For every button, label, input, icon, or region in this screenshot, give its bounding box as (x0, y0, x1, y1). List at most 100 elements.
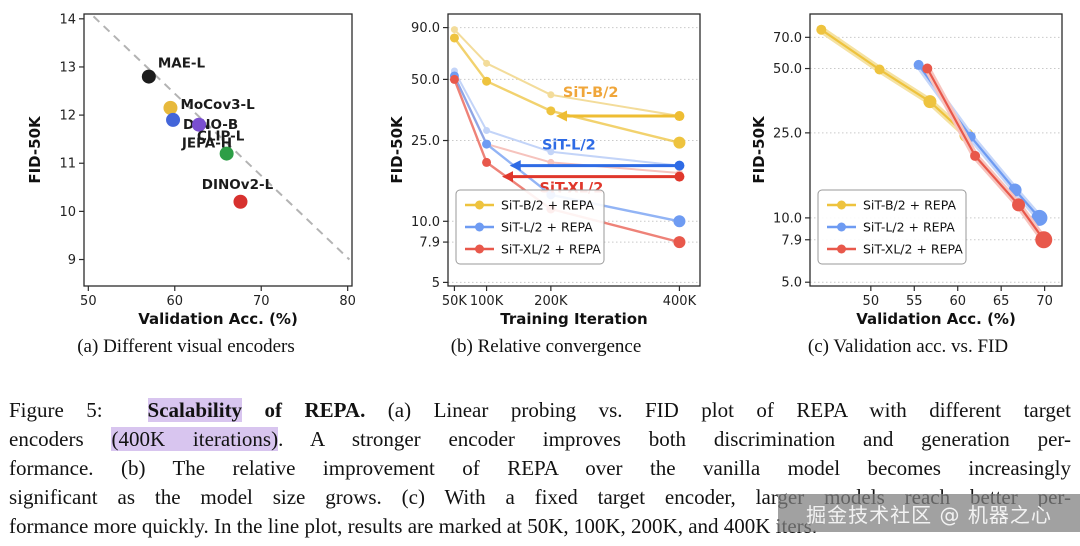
y-axis-label: FID-50K (26, 115, 44, 184)
data-point (547, 148, 555, 156)
encoder-label: MoCov3-L (180, 97, 255, 113)
data-point (913, 59, 924, 70)
subcaption-c: (c) Validation acc. vs. FID (807, 336, 1009, 357)
series-line (453, 70, 680, 167)
subcaption-a: (a) Different visual encoders (77, 336, 295, 357)
plot-border (83, 13, 353, 287)
x-tick-label: 65 (993, 294, 1010, 309)
caption-line: formance more quickly. In the line plot,… (9, 514, 818, 538)
legend-label: SiT-L/2 + REPA (863, 220, 955, 235)
legend-label: SiT-XL/2 + REPA (863, 242, 963, 257)
series-line (453, 37, 680, 144)
y-tick-label: 10.0 (773, 211, 802, 226)
arrow-head (509, 160, 521, 172)
x-tick-label: 50 (863, 294, 880, 309)
caption-line: Figure 5: Scalability of REPA. (a) Linea… (9, 398, 1071, 422)
y-tick-label: 25.0 (773, 126, 802, 141)
x-tick-label: 400K (663, 294, 697, 309)
arrow-endpoint (674, 160, 685, 171)
series-line (453, 78, 680, 244)
y-tick-label: 13 (59, 60, 76, 75)
legend-swatch-dot (475, 200, 484, 210)
data-point (673, 236, 686, 249)
arrow-head (502, 171, 513, 183)
plot-border (809, 13, 1063, 287)
data-point (816, 24, 827, 35)
x-tick-label: 60 (949, 294, 966, 309)
encoder-point (219, 146, 234, 161)
y-tick-label: 12 (59, 109, 76, 124)
arrow-endpoint (674, 171, 685, 182)
annotation-label: SiT-L/2 (542, 137, 596, 153)
encoder-label: CLIP-L (197, 129, 245, 145)
data-point (923, 95, 937, 109)
plot-border (447, 13, 701, 287)
encoder-point (166, 112, 181, 127)
x-tick-label: 60 (167, 294, 184, 309)
legend-label: SiT-B/2 + REPA (501, 198, 594, 213)
y-tick-label: 50.0 (773, 62, 802, 77)
encoder-point (191, 117, 206, 132)
chart-c-acc-vs-fid-lines: 50 55 60 65 70 70.0 50.0 25.0 10.0 7.9 5.0 Validati… (750, 13, 1063, 328)
data-point (922, 63, 933, 74)
encoder-point (233, 194, 248, 209)
x-tick-label: 50K (442, 294, 468, 309)
legend-swatch-dot (837, 244, 846, 254)
y-tick-label: 10 (59, 205, 76, 220)
y-tick-label: 10.0 (411, 215, 440, 230)
x-tick-label: 55 (906, 294, 923, 309)
legend-swatch-dot (837, 222, 846, 232)
y-tick-label: 7.9 (419, 236, 440, 251)
x-tick-label: 70 (1036, 294, 1053, 309)
y-tick-label: 5.0 (781, 276, 802, 291)
y-tick-label: 14 (59, 12, 76, 27)
data-point (673, 215, 686, 228)
y-tick-label: 90.0 (411, 21, 440, 36)
y-tick-label: 11 (59, 157, 76, 172)
data-point (483, 127, 491, 135)
data-point (1031, 209, 1048, 226)
y-tick-label: 9 (68, 253, 76, 268)
annotation-label: SiT-B/2 (563, 85, 619, 101)
y-axis-label: FID-50K (750, 115, 768, 184)
legend-label: SiT-XL/2 + REPA (501, 242, 601, 257)
y-axis-label: FID-50K (388, 115, 406, 184)
x-tick-label: 50 (80, 294, 97, 309)
legend-label: SiT-L/2 + REPA (501, 220, 593, 235)
series-line (820, 28, 968, 136)
y-tick-label: 50.0 (411, 73, 440, 88)
legend-swatch-dot (837, 200, 846, 210)
y-tick-label: 7.9 (781, 233, 802, 248)
x-axis-label: Validation Acc. (%) (138, 310, 298, 328)
encoder-label: MAE-L (158, 56, 206, 72)
y-tick-label: 70.0 (773, 31, 802, 46)
caption-line: encoders (400K iterations). A stronger e… (9, 427, 1071, 451)
data-point (970, 150, 981, 161)
data-point (1035, 231, 1053, 249)
encoder-label: DINOv2-L (202, 177, 274, 193)
data-point (482, 139, 492, 149)
legend-swatch-dot (475, 244, 484, 254)
subcaption-b: (b) Relative convergence (450, 336, 642, 357)
encoder-label: JEPA-H (181, 136, 232, 152)
chart-a-encoders-scatter: MAE-LMoCov3-LDINO-BJEPA-HCLIP-LDINOv2-L5… (26, 12, 356, 328)
x-tick-label: 80 (339, 294, 356, 309)
encoder-point (141, 69, 156, 84)
trend-line (92, 15, 351, 261)
data-point (547, 91, 555, 99)
caption-line: formance. (b) The relative improvement o… (9, 456, 1071, 480)
series-line (453, 28, 680, 117)
data-point (482, 157, 492, 167)
encoder-point (163, 100, 178, 115)
data-point (874, 64, 885, 75)
data-point (449, 74, 459, 84)
data-point (1012, 198, 1026, 212)
x-tick-label: 70 (253, 294, 270, 309)
watermark: 掘金技术社区 @ 机器之心 (778, 494, 1080, 532)
arrow-head (556, 110, 567, 122)
data-point (450, 26, 458, 34)
x-tick-label: 200K (534, 294, 568, 309)
x-axis-label: Validation Acc. (%) (856, 310, 1016, 328)
